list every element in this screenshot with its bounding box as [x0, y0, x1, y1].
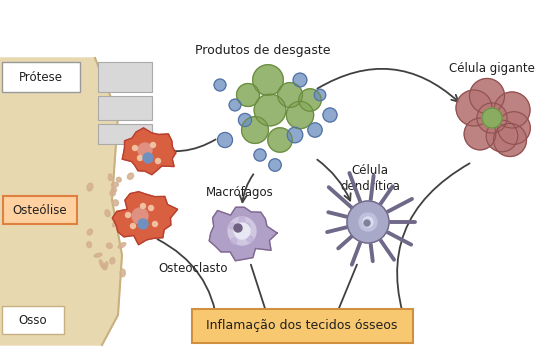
Circle shape [470, 78, 505, 113]
Ellipse shape [100, 260, 103, 267]
Ellipse shape [111, 182, 119, 187]
Circle shape [150, 143, 155, 148]
Ellipse shape [108, 174, 112, 181]
Circle shape [229, 99, 241, 111]
Circle shape [278, 82, 302, 107]
FancyBboxPatch shape [98, 124, 152, 144]
Circle shape [228, 217, 256, 245]
Polygon shape [122, 128, 176, 175]
Circle shape [130, 224, 135, 229]
FancyBboxPatch shape [192, 309, 413, 343]
Ellipse shape [112, 187, 116, 192]
Circle shape [314, 89, 326, 101]
Circle shape [241, 117, 268, 143]
Circle shape [254, 149, 266, 161]
Circle shape [323, 108, 337, 122]
Circle shape [132, 145, 138, 150]
Ellipse shape [116, 177, 121, 182]
Ellipse shape [87, 183, 93, 191]
FancyBboxPatch shape [2, 306, 64, 334]
FancyBboxPatch shape [98, 62, 152, 92]
Text: Célula gigante: Célula gigante [449, 62, 535, 75]
Ellipse shape [112, 200, 119, 206]
Ellipse shape [120, 269, 125, 277]
Text: Osso: Osso [18, 314, 48, 327]
Circle shape [244, 223, 250, 229]
Circle shape [155, 158, 160, 163]
Circle shape [269, 159, 281, 171]
Text: Osteoclasto: Osteoclasto [158, 261, 228, 275]
Ellipse shape [94, 253, 102, 257]
Circle shape [239, 217, 245, 223]
Ellipse shape [110, 190, 116, 196]
Circle shape [234, 224, 242, 232]
Circle shape [231, 238, 237, 244]
Text: Osteólise: Osteólise [13, 203, 67, 216]
Circle shape [217, 132, 233, 148]
Circle shape [214, 79, 226, 91]
Ellipse shape [87, 229, 92, 235]
Circle shape [138, 156, 143, 161]
Circle shape [287, 127, 303, 143]
FancyBboxPatch shape [3, 196, 77, 224]
Circle shape [234, 223, 250, 239]
Circle shape [153, 221, 158, 226]
Circle shape [238, 113, 252, 127]
Polygon shape [209, 207, 277, 261]
Circle shape [347, 201, 389, 243]
Circle shape [456, 90, 492, 126]
Ellipse shape [127, 173, 134, 179]
Circle shape [359, 213, 377, 231]
Circle shape [253, 65, 283, 95]
Circle shape [299, 89, 321, 111]
Ellipse shape [110, 257, 115, 264]
Polygon shape [112, 192, 178, 245]
Circle shape [140, 203, 145, 208]
Ellipse shape [105, 210, 110, 217]
Circle shape [254, 94, 286, 126]
Circle shape [143, 153, 153, 163]
Circle shape [247, 236, 253, 242]
Circle shape [464, 118, 496, 150]
Polygon shape [0, 58, 122, 345]
Circle shape [494, 123, 527, 157]
Circle shape [126, 212, 130, 217]
Circle shape [364, 220, 370, 226]
Circle shape [286, 102, 314, 129]
Circle shape [477, 103, 507, 133]
Ellipse shape [87, 242, 92, 248]
Circle shape [149, 206, 154, 211]
FancyBboxPatch shape [2, 62, 80, 92]
Circle shape [498, 112, 530, 144]
Ellipse shape [106, 243, 112, 248]
Circle shape [234, 231, 240, 237]
Circle shape [482, 108, 502, 128]
Ellipse shape [103, 262, 108, 270]
Circle shape [229, 223, 235, 229]
Text: Macrófagos: Macrófagos [206, 185, 274, 198]
Circle shape [308, 123, 322, 137]
Circle shape [132, 208, 148, 224]
Ellipse shape [120, 221, 129, 225]
Circle shape [494, 92, 530, 128]
Text: Inflamação dos tecidos ósseos: Inflamação dos tecidos ósseos [206, 320, 397, 333]
Ellipse shape [118, 243, 126, 248]
Text: Célula
dendrítica: Célula dendrítica [340, 163, 400, 193]
Circle shape [486, 120, 518, 152]
Ellipse shape [119, 214, 122, 219]
Circle shape [268, 128, 292, 152]
Circle shape [138, 143, 152, 157]
Text: Produtos de desgaste: Produtos de desgaste [195, 44, 331, 57]
Circle shape [236, 84, 259, 107]
Circle shape [363, 217, 373, 227]
FancyBboxPatch shape [98, 96, 152, 120]
Circle shape [293, 73, 307, 87]
Ellipse shape [101, 265, 107, 270]
Circle shape [138, 219, 148, 229]
Ellipse shape [112, 220, 118, 227]
Text: Prótese: Prótese [19, 71, 63, 84]
